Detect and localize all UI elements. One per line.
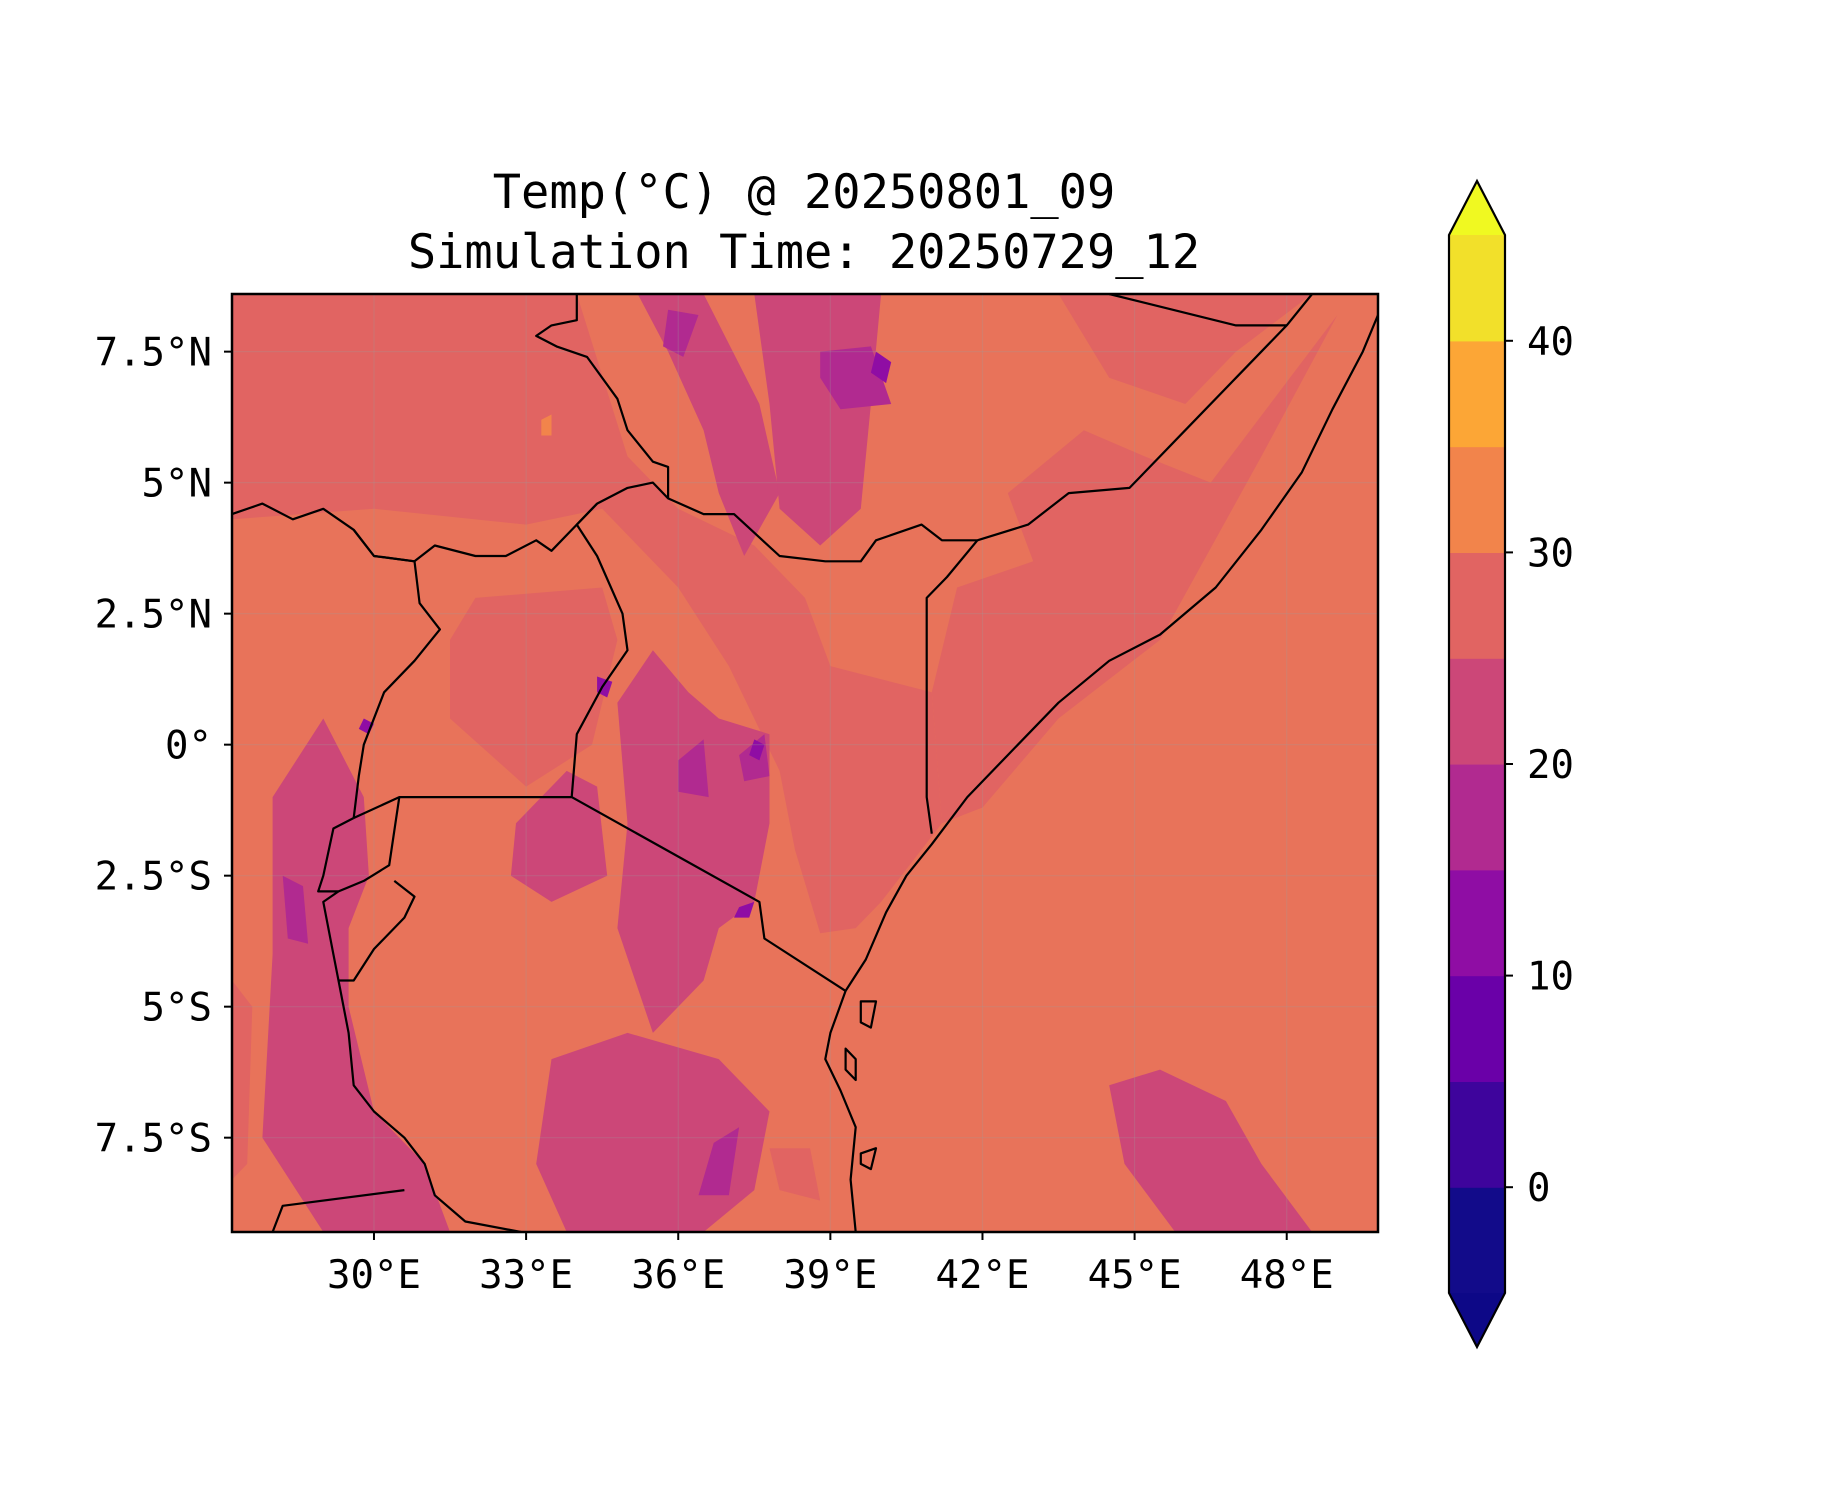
colorbar-segment — [1449, 446, 1505, 553]
lon-tick-label: 36°E — [631, 1253, 725, 1298]
field-region — [232, 294, 942, 934]
field-region — [1058, 294, 1313, 404]
title-line-1: Temp(°C) @ 20250801_09 — [493, 165, 1116, 220]
lat-tick-label: 0° — [165, 724, 212, 769]
colorbar-segment — [1449, 975, 1505, 1082]
lon-tick-label: 45°E — [1088, 1253, 1182, 1298]
lon-tick-label: 33°E — [479, 1253, 573, 1298]
country-border — [353, 795, 847, 992]
colorbar-outline — [1447, 178, 1507, 1350]
colorbar-tick-label: 30 — [1527, 531, 1574, 576]
colorbar-segment — [1449, 869, 1505, 977]
field-region — [282, 875, 309, 944]
field-region — [262, 718, 450, 1232]
boundaries — [232, 294, 1378, 1232]
field-region — [541, 414, 552, 436]
coastline — [844, 314, 1378, 992]
colorbar-tick-label: 20 — [1527, 743, 1574, 788]
colorbar-tick-label: 10 — [1527, 955, 1574, 1000]
field-region — [769, 1148, 821, 1201]
lon-tick-label: 30°E — [327, 1253, 421, 1298]
temperature-field — [232, 294, 1338, 1232]
title-line-2: Simulation Time: 20250729_12 — [408, 225, 1200, 280]
latitude-ticks: 7.5°N 5°N 2.5°N 0° 2.5°S 5°S 7.5°S — [95, 331, 232, 1162]
country-border — [1108, 294, 1287, 327]
country-border — [271, 1189, 405, 1232]
lon-tick-label: 48°E — [1240, 1253, 1334, 1298]
field-region — [617, 650, 770, 1033]
map-frame — [230, 292, 1380, 1234]
gridlines — [232, 294, 1378, 1232]
colorbar-segment — [1449, 552, 1505, 659]
field-region — [678, 739, 709, 798]
colorbar-segment — [1449, 764, 1505, 871]
lat-tick-label: 5°S — [142, 986, 212, 1031]
colorbar-over-arrow — [1449, 181, 1505, 235]
lat-tick-label: 7.5°N — [95, 331, 212, 376]
country-border — [337, 980, 522, 1232]
field-region — [637, 294, 780, 556]
lat-tick-label: 2.5°S — [95, 855, 212, 900]
field-region — [663, 309, 699, 357]
lat-tick-label: 2.5°N — [95, 593, 212, 638]
colorbar-tick-label: 0 — [1527, 1166, 1550, 1211]
field-region — [870, 351, 892, 384]
country-border — [352, 529, 441, 819]
colorbar-segment — [1449, 340, 1505, 448]
lat-tick-label: 7.5°S — [95, 1117, 212, 1162]
country-border — [535, 294, 670, 499]
island — [859, 1000, 878, 1029]
colorbar-segment — [1449, 235, 1505, 342]
field-region — [597, 676, 613, 698]
country-border — [317, 796, 401, 893]
lon-tick-label: 39°E — [783, 1253, 877, 1298]
lat-tick-label: 5°N — [142, 462, 212, 507]
island — [859, 1147, 878, 1171]
colorbar-segment — [1449, 1081, 1505, 1188]
longitude-ticks: 30°E 33°E 36°E 39°E 42°E 45°E 48°E — [327, 1232, 1334, 1298]
field-region — [232, 980, 253, 1180]
field-region — [698, 1127, 740, 1196]
colorbar: 0 10 20 30 40 — [1447, 178, 1574, 1350]
coastline — [824, 990, 857, 1232]
colorbar-segment — [1449, 1187, 1505, 1294]
field-region — [931, 315, 1338, 824]
field-region — [749, 739, 765, 761]
country-border — [925, 539, 979, 834]
colorbar-under-arrow — [1449, 1293, 1505, 1347]
lon-tick-label: 42°E — [936, 1253, 1030, 1298]
field-region — [1109, 1069, 1313, 1232]
map-panel: 30°E 33°E 36°E 39°E 42°E 45°E 48°E 7.5°N 5°N 2.5… — [95, 292, 1380, 1298]
country-border — [322, 880, 416, 982]
colorbar-segment — [1449, 658, 1505, 765]
colorbar-tick-label: 40 — [1527, 320, 1574, 365]
island — [844, 1047, 857, 1082]
field-region — [734, 901, 755, 918]
country-border — [570, 502, 629, 798]
